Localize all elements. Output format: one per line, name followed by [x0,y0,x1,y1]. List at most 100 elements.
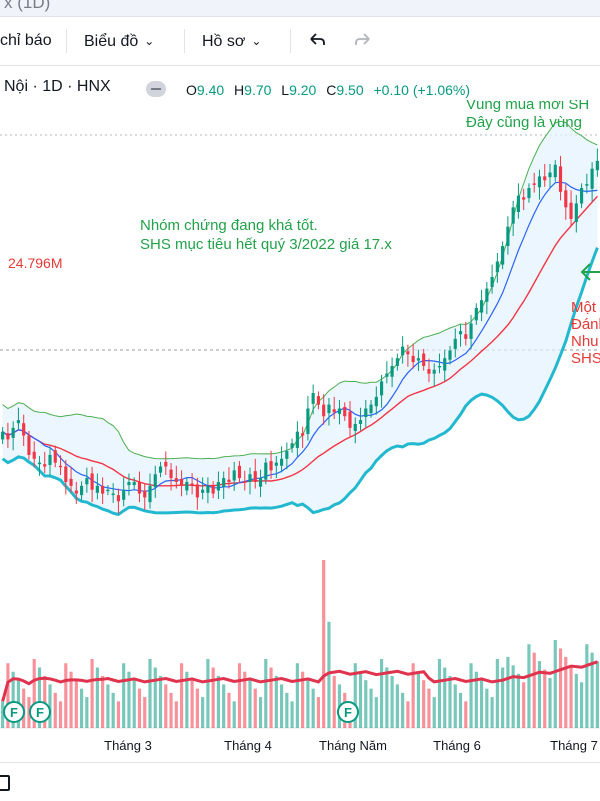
candle-body [122,489,126,500]
volume-bar [406,701,410,728]
candle [43,451,47,474]
candle-body [237,465,242,479]
candle [274,456,278,479]
volume-bar [64,663,68,728]
chart-type-dropdown[interactable]: Biểu đồ ⌄ [84,17,154,65]
time-axis-label: Tháng 7 [550,738,598,753]
symbol-name[interactable]: Nội · 1D · HNX [4,78,111,95]
volume-bar [127,671,131,728]
volume-bar [364,680,368,728]
candle [380,374,384,408]
volume-bar [501,667,505,728]
volume-bar [516,673,520,728]
candle [490,264,494,294]
candle-body [253,471,257,482]
candle-body [216,481,220,491]
candle [169,463,173,491]
volume-bar [190,680,194,728]
bollinger-fill [2,121,598,515]
candle-body [290,443,294,448]
candle [74,481,78,505]
candle-body [153,474,157,488]
candle-body [32,451,36,459]
candle [353,417,357,444]
candle [116,488,120,514]
volume-bar [211,667,215,728]
candle [269,450,273,479]
candle-body [137,481,142,494]
undo-button[interactable] [306,17,328,65]
volume-bar [522,682,526,728]
volume-bar [253,688,257,728]
volume-bar [390,675,394,728]
volume-bar [169,692,173,728]
redo-button[interactable] [352,17,374,65]
candle-body [443,358,447,371]
event-marker: F [337,701,359,723]
candle-body [227,479,231,482]
close-value: 9.50 [336,82,364,98]
bollinger-lower-line [1,247,599,517]
candle [101,477,105,505]
candle-body [511,207,515,224]
candle [264,458,268,485]
candle [1,427,5,445]
calendar-icon[interactable] [0,775,10,791]
candle [501,241,505,270]
candle-body [569,202,573,219]
candle-body [164,461,168,467]
candle [495,253,499,283]
volume-bar [416,671,420,728]
volume-bar [395,684,399,728]
volume-ma-line [1,660,598,702]
volume-bar [448,675,452,728]
candle [69,466,73,493]
candle-body [448,350,452,360]
candle-body [580,188,584,204]
candle-body [427,369,431,374]
candle [95,473,99,500]
annotation-right-line1: Một [571,299,597,316]
volume-bar [527,644,531,728]
candle [374,386,378,415]
volume-bar [564,656,568,728]
candle [574,194,578,233]
candle-body [322,404,326,417]
candle [201,477,205,500]
candle-body [274,462,278,466]
volume-bar [216,675,220,728]
candle-body [485,288,489,302]
candle-body [590,168,594,189]
candle-body [316,396,320,405]
high-label: H [234,82,245,98]
candle-body [464,334,468,339]
candle-body [243,481,247,483]
candle-body [190,483,194,486]
candle-body [132,481,136,486]
volume-bar [180,663,184,728]
candle-body [258,478,263,487]
candle-body [411,355,415,363]
symbol-info-bar: Nội · 1D · HNX O9.40 H9.70 L9.20 C9.50 +… [0,72,600,104]
volume-bar [101,675,105,728]
event-marker-label: F [36,705,44,720]
candle-body [506,226,510,247]
time-axis-label: Tháng 6 [433,738,481,753]
collapse-legend-button[interactable] [146,81,166,97]
volume-bar [443,667,447,728]
open-value: 9.40 [196,82,225,98]
candle [85,467,89,493]
candle-body [437,365,442,368]
candle [64,459,68,495]
candle [327,398,331,426]
candle-body [480,300,484,313]
price-chart[interactable]: 24.796M Nhóm chứng đang khá tốt. SHS mục… [0,100,600,762]
candle-body [432,369,436,374]
indicators-button[interactable]: chỉ báo [0,17,52,65]
candle [280,446,284,473]
candle [290,438,294,453]
candle-body [406,351,410,355]
candle [122,477,126,507]
candle-body [69,478,73,486]
profile-dropdown[interactable]: Hồ sơ ⌄ [202,17,261,65]
